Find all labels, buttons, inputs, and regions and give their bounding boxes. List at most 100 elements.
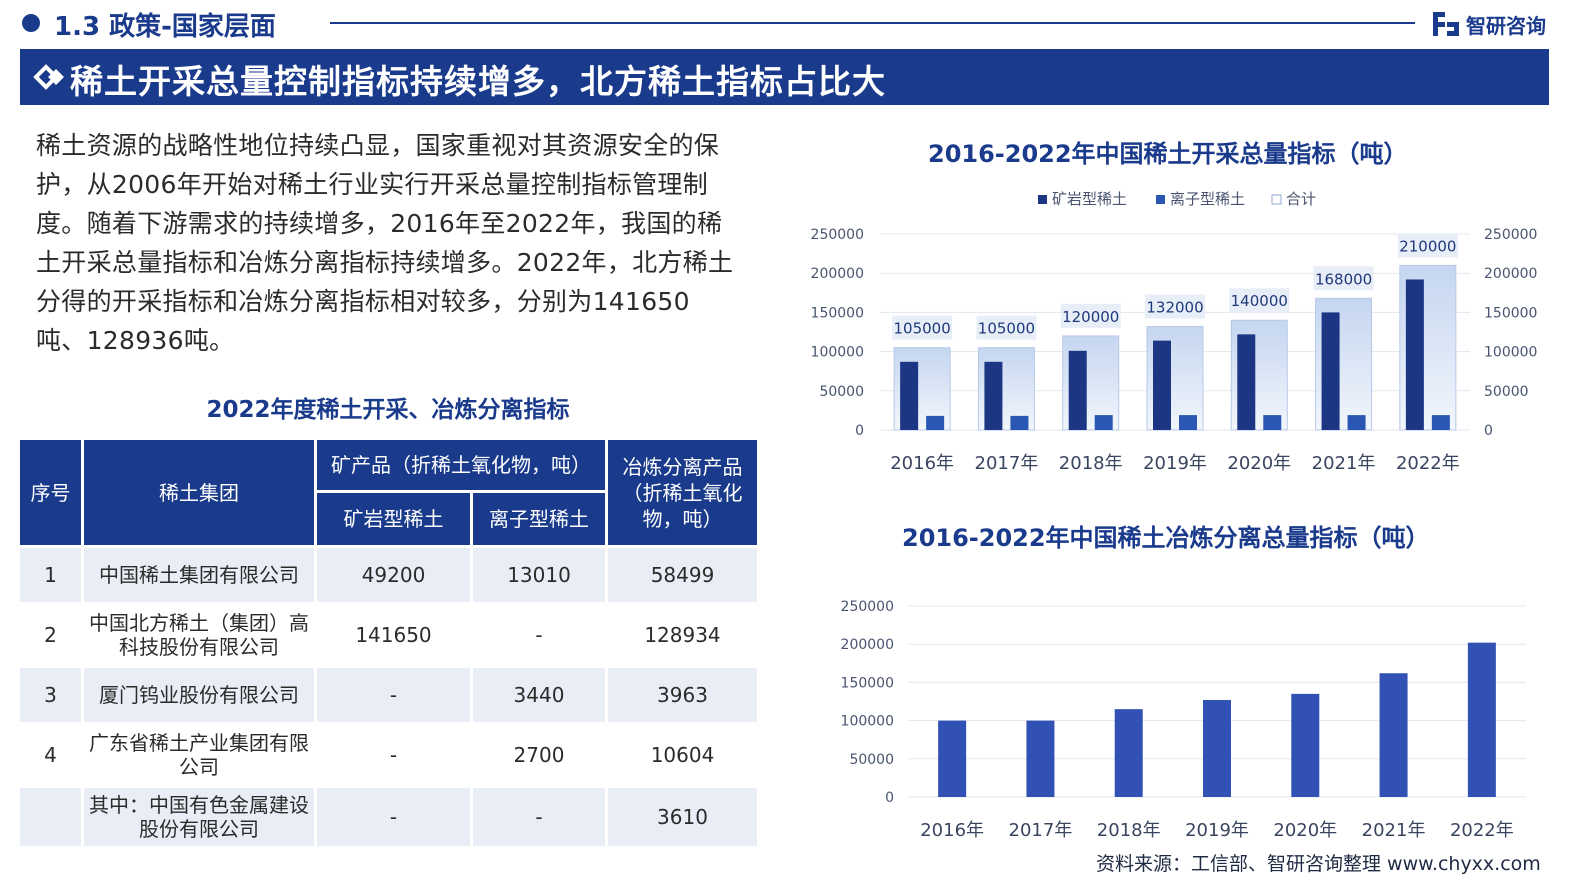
cell-rock: - bbox=[317, 668, 470, 722]
y-tick-label: 100000 bbox=[841, 714, 894, 730]
bar-rock bbox=[1153, 340, 1171, 430]
banner-title: 稀土开采总量控制指标持续增多，北方稀土指标占比大 bbox=[70, 62, 886, 101]
data-label: 168000 bbox=[1315, 270, 1372, 288]
cell-ion: 13010 bbox=[473, 548, 605, 602]
cell-rock: 141650 bbox=[317, 605, 470, 665]
data-label-bg bbox=[1060, 303, 1121, 328]
x-tick-label: 2022年 bbox=[1396, 453, 1460, 474]
data-label-bg bbox=[976, 315, 1037, 340]
x-tick-label: 2016年 bbox=[920, 820, 984, 841]
y-tick-label-left: 0 bbox=[855, 423, 864, 439]
table-row: 3 厦门钨业股份有限公司 - 3440 3963 bbox=[20, 668, 757, 722]
mining-quota-chart: 矿岩型稀土 离子型稀土 合计 0 0 50000 50000 100000 100000 1500… bbox=[811, 190, 1538, 474]
header-rock: 矿岩型稀土 bbox=[317, 493, 470, 545]
data-label: 105000 bbox=[978, 320, 1035, 338]
y-tick-label: 200000 bbox=[841, 637, 894, 653]
legend-label: 合计 bbox=[1286, 190, 1316, 208]
y-tick-label-right: 100000 bbox=[1484, 345, 1537, 361]
data-label-bg bbox=[892, 315, 953, 340]
bar-ion bbox=[1431, 415, 1450, 430]
x-tick-label: 2021年 bbox=[1312, 453, 1376, 474]
data-label-bg bbox=[1145, 294, 1205, 319]
header-divider bbox=[330, 22, 1415, 24]
logo: 智研咨询 bbox=[1432, 10, 1546, 38]
y-tick-label-left: 200000 bbox=[811, 266, 864, 282]
bar bbox=[1114, 709, 1143, 797]
bar-rock bbox=[1405, 279, 1424, 430]
cell-seq: 4 bbox=[20, 725, 81, 785]
header-bar: 1.3 政策-国家层面 智研咨询 bbox=[0, 0, 1587, 46]
y-tick-label-right: 200000 bbox=[1484, 266, 1537, 282]
smelting-chart-title: 2016-2022年中国稀土冶炼分离总量指标（吨） bbox=[902, 524, 1430, 552]
cell-ion: - bbox=[473, 788, 605, 846]
table-row: 2 中国北方稀土（集团）高科技股份有限公司 141650 - 128934 bbox=[20, 605, 757, 665]
cell-seq: 3 bbox=[20, 668, 81, 722]
bar bbox=[1291, 693, 1320, 797]
data-label: 210000 bbox=[1399, 237, 1456, 255]
y-tick-label-right: 0 bbox=[1484, 423, 1493, 439]
y-tick-label-right: 50000 bbox=[1484, 384, 1529, 400]
cell-smelt: 3963 bbox=[608, 668, 757, 722]
cell-group: 广东省稀土产业集团有限公司 bbox=[84, 725, 314, 785]
bar-ion bbox=[1179, 415, 1197, 430]
data-label: 120000 bbox=[1062, 308, 1119, 326]
legend-label: 离子型稀土 bbox=[1170, 190, 1245, 208]
cell-ion: - bbox=[473, 605, 605, 665]
x-tick-label: 2017年 bbox=[975, 453, 1039, 474]
x-tick-label: 2018年 bbox=[1059, 453, 1123, 474]
cell-rock: 49200 bbox=[317, 548, 470, 602]
y-tick-label-left: 50000 bbox=[819, 384, 864, 400]
table-title: 2022年度稀土开采、冶炼分离指标 bbox=[206, 397, 570, 423]
bar bbox=[1379, 673, 1408, 797]
x-tick-label: 2020年 bbox=[1227, 453, 1291, 474]
bar-rock bbox=[1237, 334, 1256, 430]
cell-seq: 1 bbox=[20, 548, 81, 602]
cell-ion: 2700 bbox=[473, 725, 605, 785]
header-smelt: 冶炼分离产品（折稀土氧化物，吨） bbox=[608, 440, 757, 545]
x-tick-label: 2016年 bbox=[890, 453, 954, 474]
intro-paragraph: 稀土资源的战略性地位持续凸显，国家重视对其资源安全的保护，从2006年开始对稀土… bbox=[36, 131, 734, 355]
cell-group: 中国北方稀土（集团）高科技股份有限公司 bbox=[84, 605, 314, 665]
x-tick-label: 2018年 bbox=[1097, 820, 1161, 841]
double-diamond-icon bbox=[33, 64, 64, 90]
legend-label: 矿岩型稀土 bbox=[1052, 190, 1127, 208]
bar-ion bbox=[1263, 415, 1282, 430]
bar-ion bbox=[1347, 415, 1366, 430]
bar-rock bbox=[900, 361, 919, 430]
x-tick-label: 2020年 bbox=[1273, 820, 1337, 841]
y-tick-label: 150000 bbox=[841, 675, 894, 691]
x-tick-label: 2019年 bbox=[1143, 453, 1207, 474]
data-label: 140000 bbox=[1231, 292, 1288, 310]
header-seq: 序号 bbox=[20, 440, 81, 545]
quota-table: 序号 稀土集团 矿产品（折稀土氧化物，吨） 冶炼分离产品（折稀土氧化物，吨） 矿… bbox=[17, 437, 760, 849]
y-tick-label-left: 150000 bbox=[811, 305, 864, 321]
data-label-bg bbox=[1397, 233, 1458, 258]
legend-swatch bbox=[1271, 194, 1282, 205]
cell-smelt: 10604 bbox=[608, 725, 757, 785]
cell-rock: - bbox=[317, 788, 470, 846]
cell-smelt: 128934 bbox=[608, 605, 757, 665]
smelting-quota-chart: 0 50000 100000 150000 200000 250000 2016年 2017年… bbox=[841, 599, 1526, 841]
bar-ion bbox=[926, 415, 945, 430]
logo-text: 智研咨询 bbox=[1466, 13, 1546, 38]
table-row: 1 中国稀土集团有限公司 49200 13010 58499 bbox=[20, 548, 757, 602]
cell-seq bbox=[20, 788, 81, 846]
legend-swatch bbox=[1038, 195, 1047, 204]
source-note: 资料来源：工信部、智研咨询整理 www.chyxx.com bbox=[1096, 853, 1541, 875]
bar-rock bbox=[1068, 350, 1087, 430]
bar-ion bbox=[1010, 415, 1029, 430]
cell-ion: 3440 bbox=[473, 668, 605, 722]
section-title: 1.3 政策-国家层面 bbox=[54, 12, 276, 42]
bar-ion bbox=[1094, 415, 1113, 430]
y-tick-label: 250000 bbox=[841, 599, 894, 615]
x-tick-label: 2022年 bbox=[1450, 820, 1514, 841]
y-tick-label-right: 150000 bbox=[1484, 305, 1537, 321]
cell-seq: 2 bbox=[20, 605, 81, 665]
bar bbox=[1026, 720, 1055, 797]
table-row: 其中：中国有色金属建设股份有限公司 - - 3610 bbox=[20, 788, 757, 846]
title-banner: 稀土开采总量控制指标持续增多，北方稀土指标占比大 bbox=[20, 49, 1549, 105]
bar bbox=[1203, 699, 1231, 797]
bar bbox=[1467, 642, 1496, 797]
y-tick-label-left: 100000 bbox=[811, 345, 864, 361]
bar-rock bbox=[984, 361, 1003, 430]
